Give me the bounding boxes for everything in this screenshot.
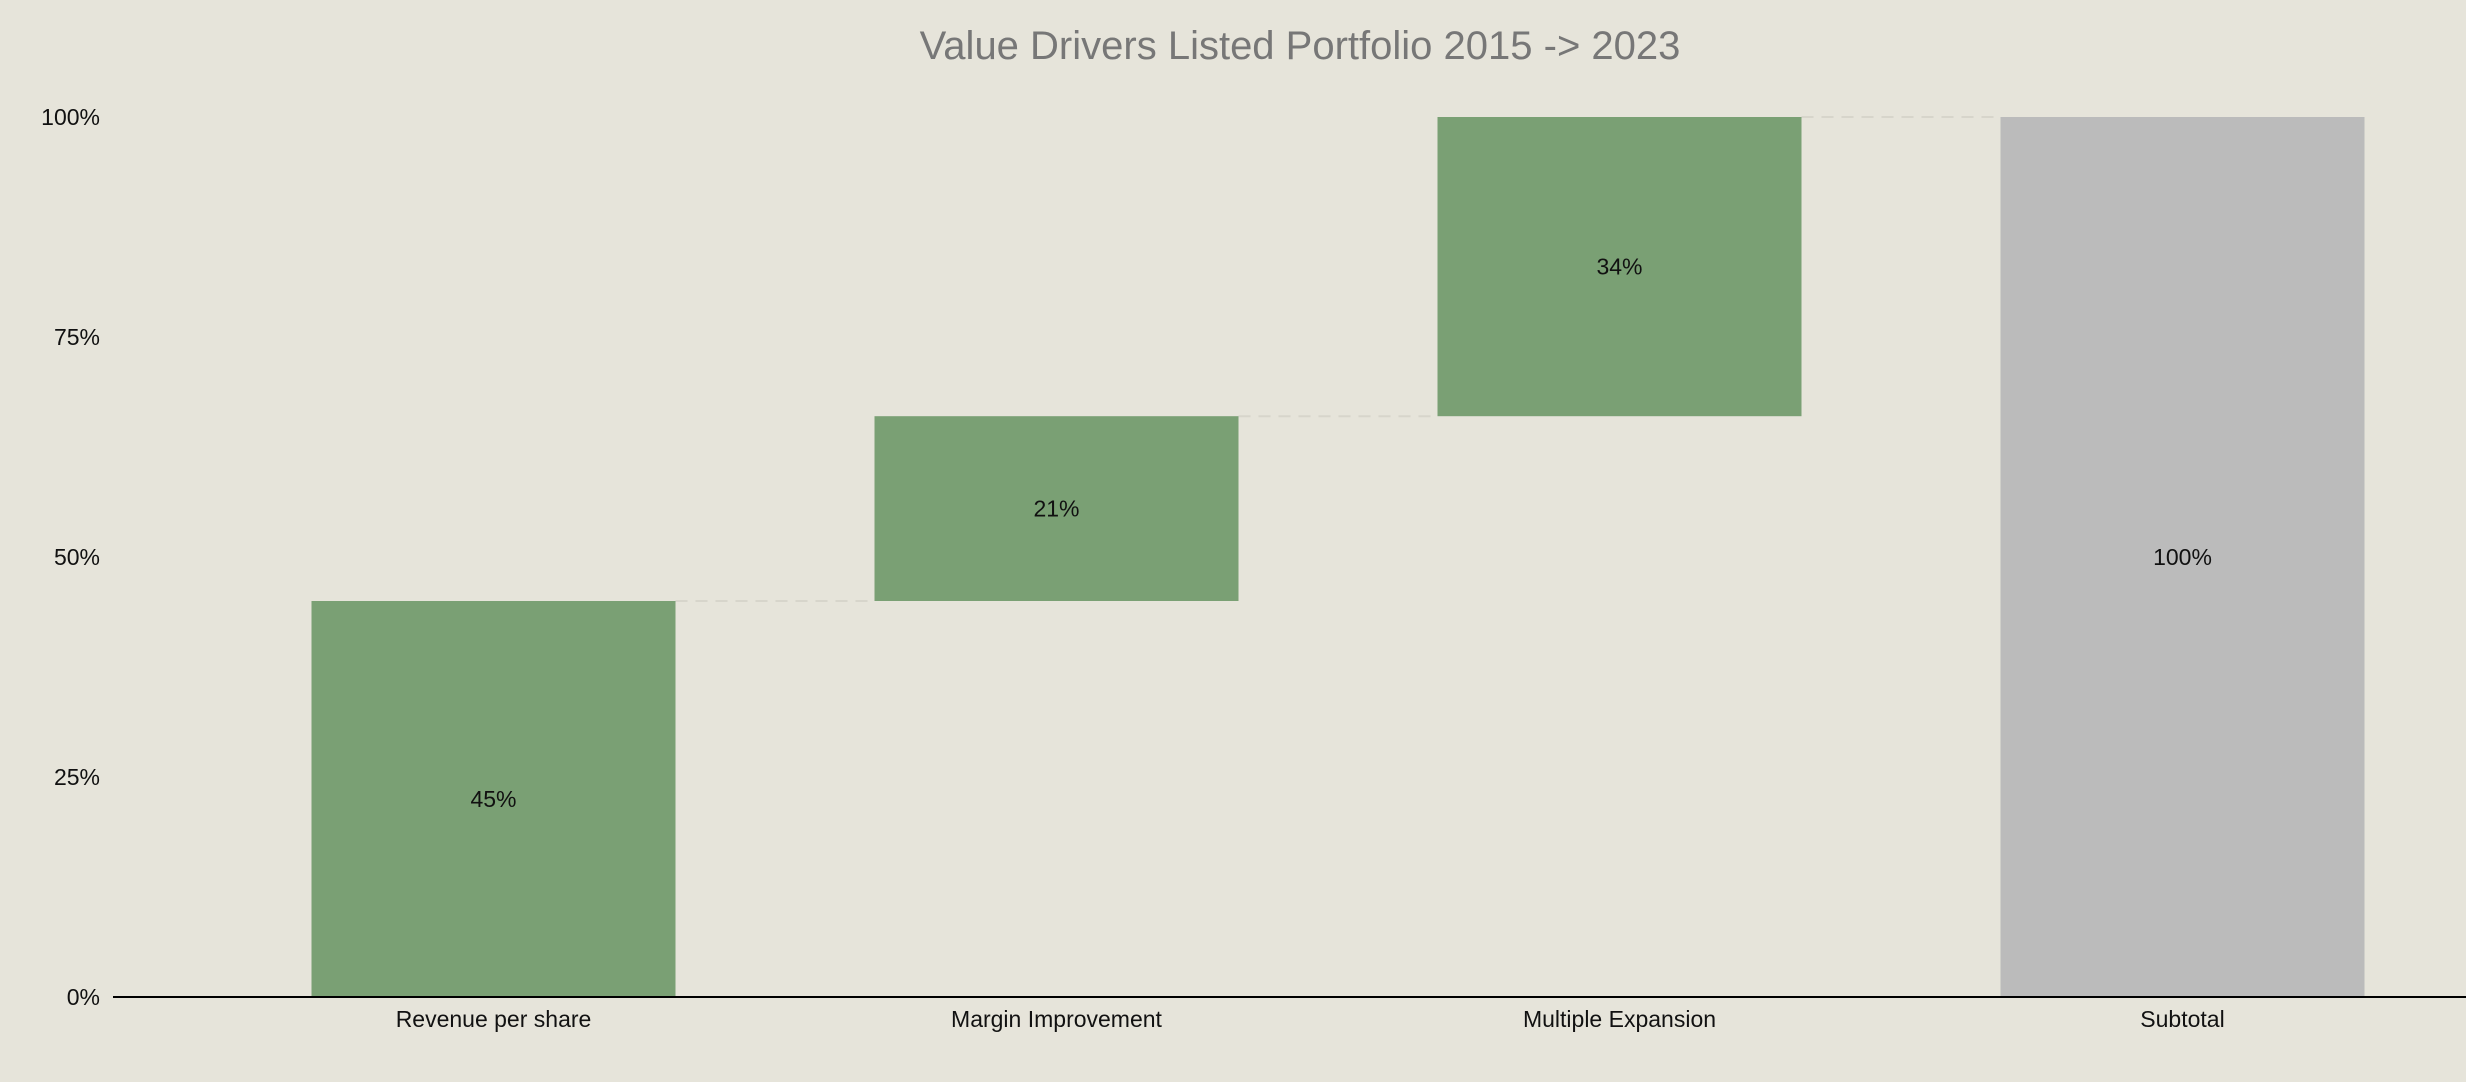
- x-tick-label: Revenue per share: [396, 1006, 592, 1032]
- bar-value-label: 45%: [470, 786, 516, 812]
- y-tick-label: 0%: [67, 984, 100, 1010]
- x-tick-label: Margin Improvement: [951, 1006, 1163, 1032]
- y-axis: 0% 25% 50% 75% 100%: [41, 104, 100, 1010]
- x-tick-label: Multiple Expansion: [1523, 1006, 1716, 1032]
- y-tick-label: 25%: [54, 764, 100, 790]
- data-labels: 45% 21% 34% 100%: [470, 254, 2211, 812]
- x-tick-label: Subtotal: [2140, 1006, 2224, 1032]
- bar-value-label: 34%: [1596, 254, 1642, 280]
- total-bar: [2000, 117, 2365, 997]
- x-axis: Revenue per share Margin Improvement Multi…: [113, 996, 2466, 1032]
- y-tick-label: 100%: [41, 104, 100, 130]
- y-tick-label: 75%: [54, 324, 100, 350]
- chart-title: Value Drivers Listed Portfolio 2015 -> 2…: [920, 24, 1681, 68]
- bar-value-label: 100%: [2153, 544, 2212, 570]
- bars: [311, 117, 2365, 997]
- increase-bar: [311, 601, 676, 997]
- y-tick-label: 50%: [54, 544, 100, 570]
- connector-lines: [675, 116, 2001, 602]
- increase-bar: [1437, 117, 1802, 417]
- bar-value-label: 21%: [1033, 496, 1079, 522]
- increase-bar: [874, 416, 1239, 601]
